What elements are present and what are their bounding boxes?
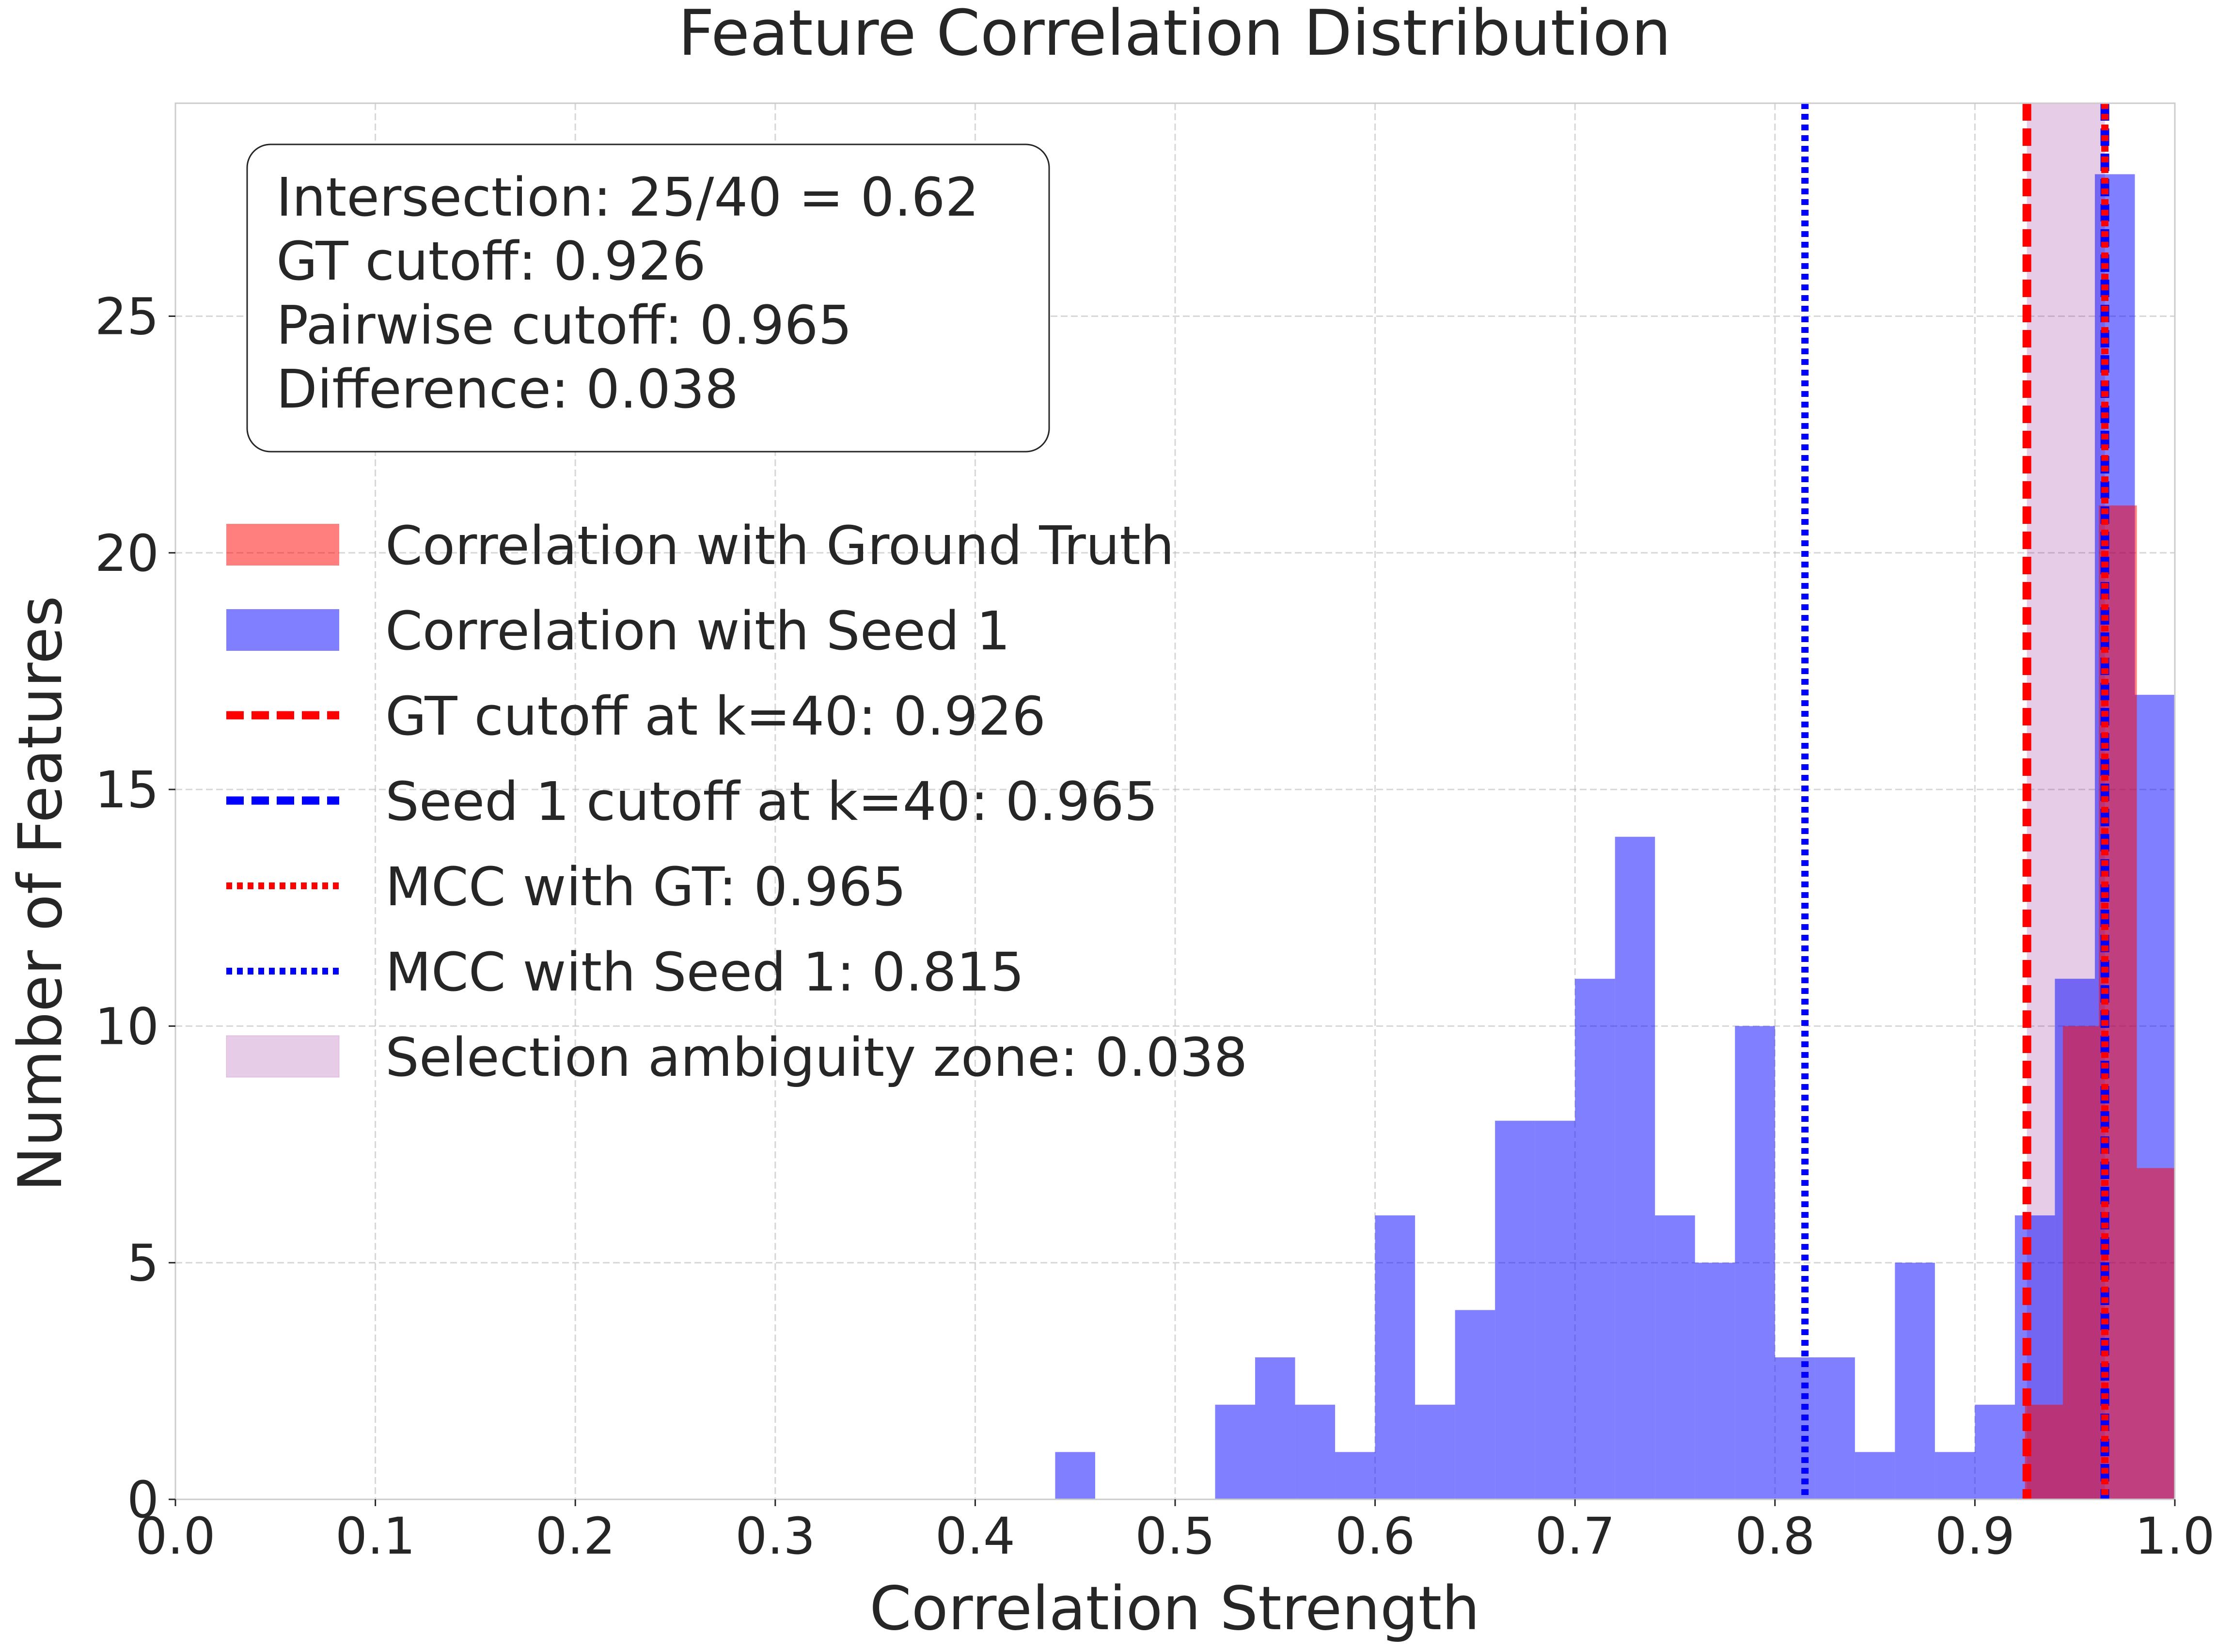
legend-label: Correlation with Seed 1 <box>385 600 1010 662</box>
x-tick-label: 0.3 <box>735 1507 815 1566</box>
annotation-line: Intersection: 25/40 = 0.62 <box>276 166 979 228</box>
x-tick-label: 0.9 <box>1935 1507 2015 1566</box>
seed-bar <box>1375 1215 1415 1499</box>
legend-swatch <box>226 524 339 566</box>
legend-label: Selection ambiguity zone: 0.038 <box>385 1026 1248 1088</box>
y-tick-label: 20 <box>95 524 159 583</box>
seed-bar <box>1295 1404 1336 1499</box>
seed-bar <box>1535 1120 1575 1499</box>
x-tick-label: 0.5 <box>1135 1507 1215 1566</box>
y-tick-label: 15 <box>95 760 159 819</box>
seed-bar <box>1455 1310 1495 1499</box>
gt-bar <box>2062 1026 2099 1499</box>
seed-bar <box>1215 1404 1256 1499</box>
seed-bar <box>1255 1357 1295 1499</box>
seed-bar <box>1495 1120 1535 1499</box>
x-tick-label: 0.0 <box>135 1507 215 1566</box>
seed-bar <box>1775 1357 1815 1499</box>
chart-title: Feature Correlation Distribution <box>678 0 1671 70</box>
x-tick-label: 0.7 <box>1535 1507 1615 1566</box>
y-axis-label: Number of Features <box>6 596 76 1192</box>
annotation-line: Pairwise cutoff: 0.965 <box>276 294 852 356</box>
seed-bar <box>1655 1215 1695 1499</box>
legend-swatch <box>226 1035 340 1078</box>
legend: Correlation with Ground Truth Correlation… <box>226 515 1248 1088</box>
legend-label: MCC with Seed 1: 0.815 <box>385 941 1024 1003</box>
annotation-line: GT cutoff: 0.926 <box>276 230 706 292</box>
x-tick-label: 0.8 <box>1735 1507 1815 1566</box>
seed-bar <box>1335 1452 1375 1499</box>
seed-bar <box>1735 1026 1775 1499</box>
seed-bar <box>1934 1452 1975 1499</box>
y-tick-label: 0 <box>127 1470 159 1529</box>
y-tick-label: 25 <box>95 287 159 346</box>
annotation-line: Difference: 0.038 <box>276 358 739 420</box>
seed-bar <box>1615 836 1655 1499</box>
seed-bar <box>1415 1404 1455 1499</box>
x-tick-label: 1.0 <box>2135 1507 2215 1566</box>
seed-bar <box>1815 1357 1855 1499</box>
seed-bar <box>1575 978 1615 1499</box>
seed-bar <box>1975 1404 2015 1499</box>
seed-bar <box>1855 1452 1895 1499</box>
legend-label: Seed 1 cutoff at k=40: 0.965 <box>385 771 1158 833</box>
gt-bar <box>2137 1168 2175 1499</box>
x-tick-label: 0.4 <box>935 1507 1015 1566</box>
legend-label: Correlation with Ground Truth <box>385 515 1174 577</box>
legend-swatch <box>226 609 339 651</box>
y-tick-label: 10 <box>95 997 159 1056</box>
x-axis-label: Correlation Strength <box>869 1574 1480 1644</box>
seed-bar <box>1695 1262 1735 1499</box>
legend-label: MCC with GT: 0.965 <box>385 856 906 918</box>
x-tick-label: 0.1 <box>335 1507 415 1566</box>
x-tick-label: 0.6 <box>1335 1507 1415 1566</box>
legend-label: GT cutoff at k=40: 0.926 <box>385 685 1046 747</box>
x-tick-label: 0.2 <box>535 1507 615 1566</box>
y-tick-label: 5 <box>127 1234 159 1293</box>
annotation-frame <box>246 143 1050 453</box>
seed-bar <box>1055 1452 1095 1499</box>
seed-bar <box>1895 1262 1935 1499</box>
